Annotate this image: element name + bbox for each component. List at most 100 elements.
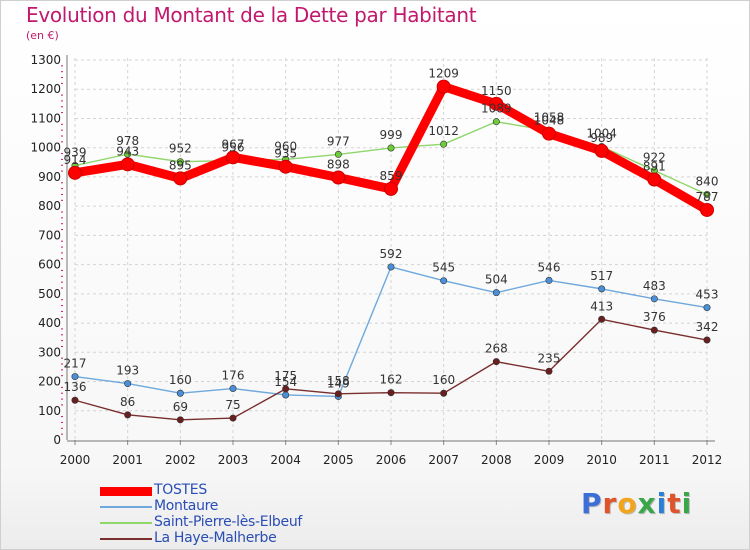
- data-label: 69: [173, 400, 188, 414]
- data-point: [650, 326, 658, 334]
- data-label: 960: [274, 139, 297, 153]
- data-label: 154: [274, 375, 297, 389]
- data-point: [71, 396, 79, 404]
- y-tick-label: 800: [38, 199, 61, 213]
- data-label: 483: [643, 279, 666, 293]
- data-point: [71, 373, 79, 381]
- y-tick-label: 1200: [30, 82, 61, 96]
- data-label: 342: [696, 320, 719, 334]
- legend-label: La Haye-Malherbe: [154, 530, 277, 546]
- data-point: [492, 118, 500, 126]
- data-label: 545: [432, 261, 455, 275]
- data-point: [176, 389, 184, 397]
- data-point: [334, 390, 342, 398]
- data-point: [703, 304, 711, 312]
- x-tick-label: 2003: [218, 453, 249, 467]
- data-point: [331, 170, 346, 185]
- data-point: [492, 289, 500, 297]
- data-label: 75: [225, 398, 240, 412]
- data-point: [334, 150, 342, 158]
- y-tick-label: 0: [53, 433, 61, 447]
- data-point: [440, 389, 448, 397]
- legend-swatch: [100, 506, 152, 508]
- data-label: 546: [538, 260, 561, 274]
- data-label: 268: [485, 342, 508, 356]
- data-label: 939: [64, 146, 87, 160]
- x-tick-label: 2009: [534, 453, 565, 467]
- data-point: [594, 143, 609, 158]
- data-label: 1004: [586, 127, 617, 141]
- data-point: [176, 158, 184, 166]
- chart-title: Evolution du Montant de la Dette par Hab…: [26, 3, 477, 27]
- y-tick-label: 200: [38, 375, 61, 389]
- data-point: [124, 411, 132, 419]
- data-point: [703, 336, 711, 344]
- chart-unit: (en €): [26, 29, 59, 42]
- data-point: [489, 96, 504, 111]
- data-label: 217: [64, 357, 87, 371]
- data-label: 1150: [481, 84, 512, 98]
- x-tick-label: 2011: [639, 453, 670, 467]
- data-label: 1209: [428, 67, 459, 81]
- data-label: 1012: [428, 124, 459, 138]
- data-point: [124, 380, 132, 388]
- data-label: 162: [380, 373, 403, 387]
- data-point: [545, 276, 553, 284]
- data-point: [387, 263, 395, 271]
- x-tick-label: 2000: [60, 453, 91, 467]
- data-label: 943: [116, 144, 139, 158]
- x-tick-label: 2002: [165, 453, 196, 467]
- y-tick-label: 100: [38, 404, 61, 418]
- data-label: 977: [327, 134, 350, 148]
- data-point: [120, 157, 135, 172]
- data-label: 160: [169, 373, 192, 387]
- data-point: [68, 165, 82, 180]
- data-label: 922: [643, 150, 666, 164]
- data-point: [492, 358, 500, 366]
- legend-label: Montaure: [154, 498, 219, 514]
- data-point: [598, 315, 606, 323]
- y-tick-label: 1100: [30, 111, 61, 125]
- data-label: 517: [590, 269, 613, 283]
- data-label: 956: [222, 141, 245, 155]
- x-tick-label: 2012: [692, 453, 723, 467]
- data-label: 895: [169, 158, 192, 172]
- data-point: [700, 202, 714, 217]
- data-point: [229, 414, 237, 422]
- y-tick-label: 900: [38, 170, 61, 184]
- y-tick-label: 700: [38, 228, 61, 242]
- data-point: [176, 416, 184, 424]
- proxiti-logo: Proxiti: [581, 487, 693, 520]
- y-tick-label: 1000: [30, 141, 61, 155]
- data-label: 235: [538, 351, 561, 365]
- data-point: [124, 150, 132, 158]
- data-point: [229, 385, 237, 393]
- data-label: 175: [274, 369, 297, 383]
- data-point: [436, 79, 451, 94]
- x-tick-label: 2007: [428, 453, 459, 467]
- y-tick-label: 600: [38, 258, 61, 272]
- data-label: 967: [222, 137, 245, 151]
- data-point: [650, 295, 658, 303]
- x-tick-label: 2008: [481, 453, 512, 467]
- data-label: 149: [327, 376, 350, 390]
- data-point: [440, 277, 448, 285]
- y-tick-label: 400: [38, 316, 61, 330]
- data-point: [282, 391, 290, 399]
- data-label: 898: [327, 158, 350, 172]
- x-tick-label: 2010: [586, 453, 617, 467]
- data-label: 1058: [534, 111, 565, 125]
- data-label: 160: [432, 373, 455, 387]
- data-point: [226, 150, 240, 165]
- legend-swatch: [100, 486, 152, 496]
- y-tick-label: 1300: [30, 53, 61, 67]
- data-point: [440, 140, 448, 148]
- data-label: 176: [222, 369, 245, 383]
- data-label: 1048: [534, 114, 565, 128]
- data-label: 840: [696, 174, 719, 188]
- x-tick-label: 2004: [270, 453, 301, 467]
- x-tick-label: 2005: [323, 453, 354, 467]
- y-tick-label: 500: [38, 287, 61, 301]
